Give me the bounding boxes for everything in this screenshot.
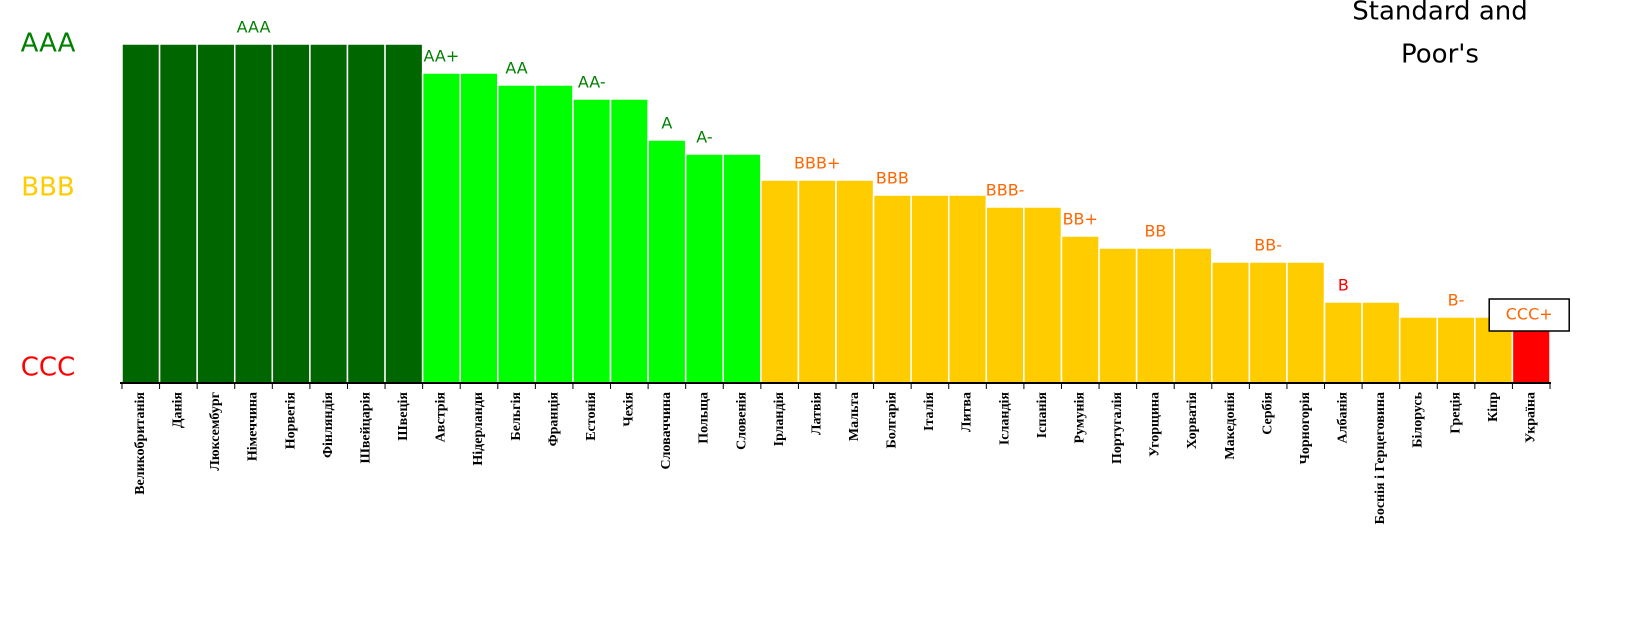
value-label: A- xyxy=(696,128,712,147)
value-label: BBB- xyxy=(986,181,1025,200)
value-label: AA- xyxy=(578,73,606,92)
bar xyxy=(271,43,311,384)
bar xyxy=(835,179,875,384)
value-label: BB xyxy=(1144,222,1166,241)
value-label: BBB+ xyxy=(794,154,840,173)
value-label: AA+ xyxy=(424,47,460,66)
bar xyxy=(1023,206,1063,384)
x-tick-label: Латвія xyxy=(809,392,824,435)
x-tick-label: Словенія xyxy=(734,392,749,450)
bar xyxy=(384,43,424,384)
bar xyxy=(421,72,461,384)
value-label: AAA xyxy=(237,18,271,37)
y-tick-label: AAA xyxy=(21,29,76,59)
title-line: Poor's xyxy=(1401,40,1479,70)
value-label: A xyxy=(661,114,672,133)
x-tick-label: Естонія xyxy=(584,392,599,441)
bar xyxy=(1286,261,1326,384)
x-tick-label: Болгарія xyxy=(885,392,900,449)
bar xyxy=(722,153,762,384)
bar xyxy=(233,43,274,384)
value-label: BB- xyxy=(1254,236,1282,255)
x-tick-label: Македонія xyxy=(1223,392,1238,460)
bar xyxy=(1211,261,1251,384)
x-tick-label: Білорусь xyxy=(1411,391,1426,447)
x-tick-label: Румунія xyxy=(1072,392,1087,444)
bar xyxy=(985,206,1025,384)
bar xyxy=(1135,247,1175,384)
x-tick-label: Боснія і Герцеговина xyxy=(1373,392,1388,524)
bar xyxy=(872,194,912,384)
x-tick-label: Чорногорія xyxy=(1298,392,1313,465)
bar xyxy=(684,153,725,384)
bar xyxy=(346,43,386,384)
x-tick-label: Литва xyxy=(960,392,975,432)
x-tick-label: Швейцарія xyxy=(358,392,373,464)
bar xyxy=(1098,247,1138,384)
x-tick-label: Люксембург xyxy=(208,392,223,471)
x-tick-label: Україна xyxy=(1523,392,1538,443)
x-tick-label: Польща xyxy=(697,392,712,444)
y-tick-label: CCC xyxy=(21,353,75,383)
bar xyxy=(534,84,574,384)
x-tick-label: Норвегія xyxy=(283,392,298,450)
x-tick-label: Чехія xyxy=(622,392,637,427)
x-tick-label: Албанія xyxy=(1336,392,1351,444)
bar xyxy=(1398,316,1439,384)
bar xyxy=(121,43,161,384)
x-tick-label: Мальта xyxy=(847,392,862,441)
bar xyxy=(947,194,988,384)
bar xyxy=(196,43,236,384)
x-tick-label: Греція xyxy=(1448,392,1463,434)
x-tick-label: Данія xyxy=(171,392,186,429)
x-tick-label: Італія xyxy=(922,392,937,431)
bar xyxy=(1173,247,1213,384)
x-tick-label: Нідерланди xyxy=(471,392,486,466)
bar xyxy=(797,179,837,384)
x-tick-label: Кіпр xyxy=(1486,392,1501,422)
x-tick-label: Сербія xyxy=(1260,392,1275,435)
bar xyxy=(1060,235,1100,384)
bar xyxy=(158,43,198,384)
x-tick-label: Фінляндія xyxy=(321,392,336,458)
x-tick-label: Словаччина xyxy=(659,392,674,470)
bar xyxy=(309,43,349,384)
bar xyxy=(1323,301,1363,384)
x-tick-label: Ісландія xyxy=(997,392,1012,446)
x-tick-label: Хорватія xyxy=(1185,392,1200,449)
value-label: B- xyxy=(1448,291,1465,310)
bar xyxy=(910,194,950,384)
bar xyxy=(1436,316,1476,384)
x-tick-label: Австрія xyxy=(434,392,449,443)
value-label: BBB xyxy=(876,169,909,188)
x-tick-label: Угорщина xyxy=(1148,392,1163,457)
x-tick-label: Великобританія xyxy=(133,392,148,495)
bar xyxy=(609,98,649,384)
value-label: B xyxy=(1338,276,1349,295)
x-tick-label: Ірландія xyxy=(772,392,787,447)
bar xyxy=(1511,328,1551,384)
bar xyxy=(647,139,687,384)
y-tick-label: BBB xyxy=(21,173,75,203)
label-box xyxy=(1488,298,1570,332)
x-tick-label: Португалія xyxy=(1110,392,1125,464)
x-tick-label: Франція xyxy=(546,392,561,447)
bar xyxy=(572,98,612,384)
bar xyxy=(1361,301,1401,384)
x-tick-label: Іспанія xyxy=(1035,392,1050,439)
value-label: BB+ xyxy=(1063,210,1098,229)
value-label: AA xyxy=(505,59,527,78)
bar xyxy=(497,84,537,384)
bar xyxy=(1248,261,1288,384)
x-tick-label: Німеччина xyxy=(246,392,261,461)
bar xyxy=(760,179,800,384)
x-tick-label: Швеція xyxy=(396,392,411,441)
title-line: Standard and xyxy=(1352,0,1527,27)
x-tick-label: Бельгія xyxy=(509,392,524,441)
value-label: CCC+ xyxy=(1506,305,1553,324)
bar xyxy=(459,72,499,384)
